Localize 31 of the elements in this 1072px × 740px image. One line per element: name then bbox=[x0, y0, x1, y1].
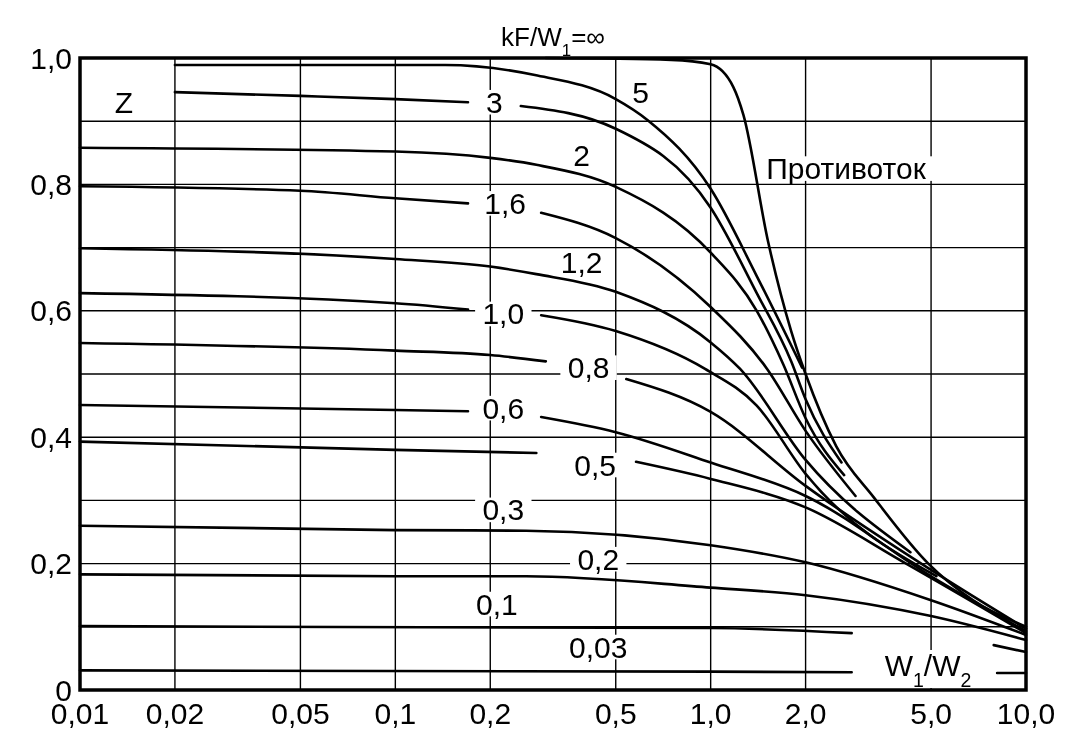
y-tick-label: 0,8 bbox=[30, 167, 72, 201]
y-tick-label: 0,4 bbox=[30, 420, 72, 454]
series-label: Противоток bbox=[766, 152, 927, 186]
series-label: 3 bbox=[485, 85, 503, 119]
x-tick-label: 5,0 bbox=[910, 697, 952, 730]
series-label: 0,8 bbox=[567, 351, 610, 385]
x-tick-label: 1,0 bbox=[689, 697, 732, 730]
y-tick-label: 1,0 bbox=[30, 41, 72, 75]
x-tick-label: 0,1 bbox=[374, 697, 417, 730]
x-tick-label: 0,2 bbox=[469, 697, 512, 730]
series-label: 1,6 bbox=[484, 186, 527, 220]
series-label: 1,2 bbox=[560, 245, 603, 279]
series-label: 0,6 bbox=[482, 391, 525, 425]
series-label: 0,03 bbox=[569, 630, 628, 664]
series-label: 1,0 bbox=[482, 297, 525, 331]
y-tick-label: 0,2 bbox=[30, 547, 72, 581]
x-tick-label: 0,05 bbox=[271, 697, 330, 730]
x-axis-title: W$_{1}$/W$_{2}$ bbox=[884, 649, 972, 691]
x-tick-label: 2,0 bbox=[784, 697, 827, 730]
series-label: 0,5 bbox=[574, 448, 616, 482]
series-label: 0,3 bbox=[482, 493, 525, 527]
x-tick-label: 0,5 bbox=[594, 697, 637, 730]
series-label: 5 bbox=[632, 75, 650, 109]
series-label: 0,1 bbox=[476, 587, 518, 621]
series-label: 0,2 bbox=[577, 542, 620, 576]
x-tick-label: 10,0 bbox=[996, 697, 1056, 730]
y-tick-label: 0,6 bbox=[30, 294, 72, 328]
y-axis-title: Z bbox=[114, 85, 134, 119]
x-tick-label: 0,02 bbox=[145, 697, 205, 730]
series-label: 2 bbox=[573, 139, 591, 173]
chart-title: kF/W$_{1}$=∞ bbox=[501, 22, 605, 60]
